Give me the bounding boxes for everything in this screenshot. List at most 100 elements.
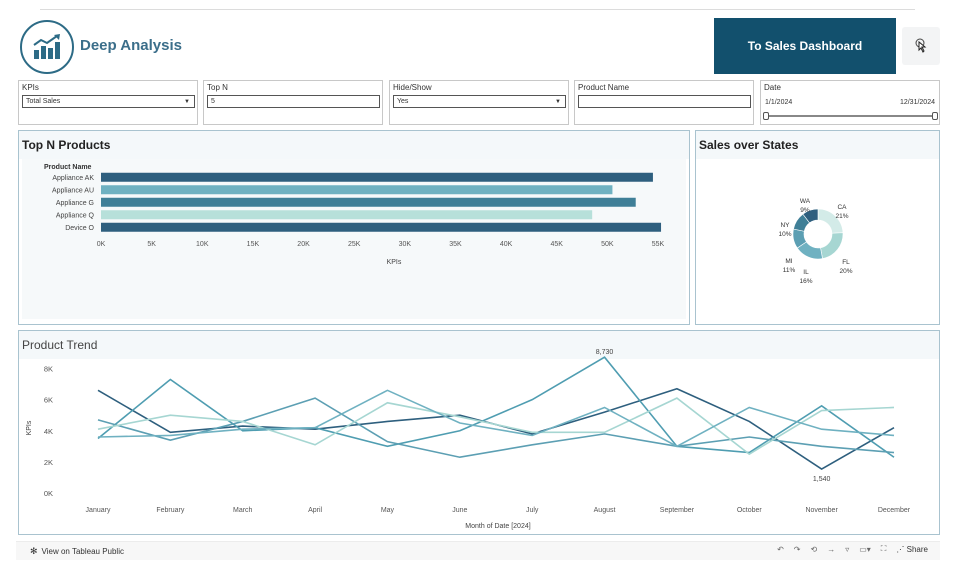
undo-icon[interactable]: ↶ <box>777 544 784 554</box>
x-tick-label: January <box>86 507 111 514</box>
x-tick-label: September <box>660 507 695 514</box>
slice-percent: 21% <box>835 213 848 220</box>
bar-chart-row-header: Product Name <box>44 164 92 171</box>
kpis-select-value: Total Sales <box>26 98 61 105</box>
redo-icon[interactable]: ↷ <box>793 544 801 554</box>
kpis-select[interactable]: Total Sales ▼ <box>22 95 195 108</box>
chevron-down-icon: ▼ <box>555 99 561 105</box>
slice-label: FL <box>842 259 850 266</box>
x-tick-label: 45K <box>550 241 563 248</box>
product-trend-title: Product Trend <box>22 338 98 352</box>
date-end: 12/31/2024 <box>899 99 935 106</box>
revert-icon[interactable]: ⟲ <box>810 544 818 554</box>
top-n-filter-label: Top N <box>207 83 228 92</box>
x-tick-label: 55K <box>652 241 665 248</box>
bar <box>101 172 653 182</box>
x-axis-label: Month of Date [2024] <box>465 523 530 530</box>
top-products-bar-chart: Product Name Appliance AK Appliance AU Appl… <box>44 164 665 266</box>
bar-label: Appliance AU <box>52 187 94 194</box>
product-trend-panel: Product Trend 0K 2K 4K 6K 8K KPIs January Febru… <box>18 330 940 535</box>
slice-percent: 10% <box>778 231 791 238</box>
x-axis-label: KPIs <box>387 259 402 266</box>
slice-percent: 9% <box>800 207 810 214</box>
tableau-logo-icon: ✻ <box>30 546 38 556</box>
view-on-tableau-public-link[interactable]: ✻ View on Tableau Public <box>30 546 124 557</box>
page-title: Deep Analysis <box>80 37 182 54</box>
y-tick-label: 4K <box>44 427 53 436</box>
bar <box>101 210 593 220</box>
data-label: 8,730 <box>596 349 614 356</box>
date-slider-end-handle[interactable] <box>932 112 938 120</box>
trend-line <box>97 389 895 448</box>
date-slider-start-handle[interactable] <box>763 112 769 120</box>
bar <box>101 185 613 195</box>
sales-states-panel: Sales over States CA 21% FL 20% IL 16% MI 11% NY… <box>695 130 940 325</box>
x-tick-label: 15K <box>247 241 260 248</box>
slice-label: NY <box>780 222 790 229</box>
slice-label: IL <box>803 269 809 276</box>
x-tick-label: July <box>526 507 539 514</box>
x-tick-label: November <box>805 507 838 514</box>
bar <box>101 222 662 232</box>
trend-line <box>97 397 895 456</box>
bar-label: Appliance G <box>56 200 94 207</box>
date-slider-track[interactable] <box>766 115 936 117</box>
x-tick-label: 5K <box>147 241 156 248</box>
comment-icon[interactable]: ▭▾ <box>859 544 871 554</box>
x-tick-label: 25K <box>348 241 361 248</box>
hide-show-select[interactable]: Yes ▼ <box>393 95 566 108</box>
to-sales-dashboard-button[interactable]: To Sales Dashboard <box>714 18 896 74</box>
header: Deep Analysis To Sales Dashboard <box>16 17 940 75</box>
tableau-toolbar: ✻ View on Tableau Public ↶ ↷ ⟲ → ▿ ▭▾ ⛶ … <box>16 541 940 560</box>
x-tick-label: May <box>381 507 395 514</box>
x-tick-label: December <box>878 507 911 514</box>
fullscreen-icon[interactable]: ⛶ <box>880 544 887 553</box>
share-label: Share <box>906 544 928 554</box>
bar <box>101 197 636 207</box>
donut-slice <box>820 232 844 259</box>
kpis-filter: KPIs Total Sales ▼ <box>18 80 198 125</box>
tableau-link-label: View on Tableau Public <box>41 547 124 556</box>
top-n-input[interactable]: 5 <box>207 95 380 108</box>
pause-icon[interactable]: ▿ <box>845 544 850 554</box>
x-tick-label: 0K <box>97 241 106 248</box>
sales-states-title: Sales over States <box>699 138 799 152</box>
x-tick-label: 40K <box>500 241 513 248</box>
top-n-filter: Top N 5 <box>203 80 383 125</box>
x-tick-label: October <box>737 507 763 514</box>
x-tick-label: 35K <box>449 241 462 248</box>
slice-percent: 16% <box>799 278 812 285</box>
kpis-filter-label: KPIs <box>22 83 39 92</box>
hand-pointer-icon[interactable] <box>902 27 940 65</box>
product-trend-line-chart: 0K 2K 4K 6K 8K KPIs January February March April M… <box>26 349 911 530</box>
x-tick-label: April <box>308 507 322 514</box>
x-tick-label: 10K <box>196 241 209 248</box>
y-tick-label: 8K <box>44 365 53 374</box>
donut-slice <box>802 208 819 224</box>
y-tick-label: 6K <box>44 396 53 405</box>
hide-show-filter: Hide/Show Yes ▼ <box>389 80 569 125</box>
x-tick-label: February <box>156 507 185 514</box>
sales-states-donut-chart: CA 21% FL 20% IL 16% MI 11% NY 10% WA 9% <box>778 198 852 285</box>
trend-line <box>97 397 895 459</box>
top-products-title: Top N Products <box>22 138 111 152</box>
hide-show-filter-label: Hide/Show <box>393 83 432 92</box>
x-tick-label: 20K <box>297 241 310 248</box>
slice-label: CA <box>837 204 847 211</box>
share-icon: ⋰ <box>896 544 905 554</box>
share-button[interactable]: ⋰ Share <box>896 545 928 554</box>
slice-label: WA <box>800 198 811 205</box>
refresh-icon[interactable]: → <box>827 544 836 554</box>
y-axis-label: KPIs <box>26 420 33 435</box>
toolbar-actions: ↶ ↷ ⟲ → ▿ ▭▾ ⛶ ⋰ Share <box>777 544 928 554</box>
date-filter: Date 1/1/2024 12/31/2024 <box>760 80 940 125</box>
slice-label: MI <box>785 258 792 265</box>
product-name-input[interactable] <box>578 95 751 108</box>
x-tick-label: 50K <box>601 241 614 248</box>
product-name-filter: Product Name <box>574 80 754 125</box>
x-tick-label: 30K <box>399 241 412 248</box>
bar-label: Appliance Q <box>56 212 95 219</box>
trend-line <box>97 356 895 458</box>
slice-percent: 11% <box>783 267 796 274</box>
